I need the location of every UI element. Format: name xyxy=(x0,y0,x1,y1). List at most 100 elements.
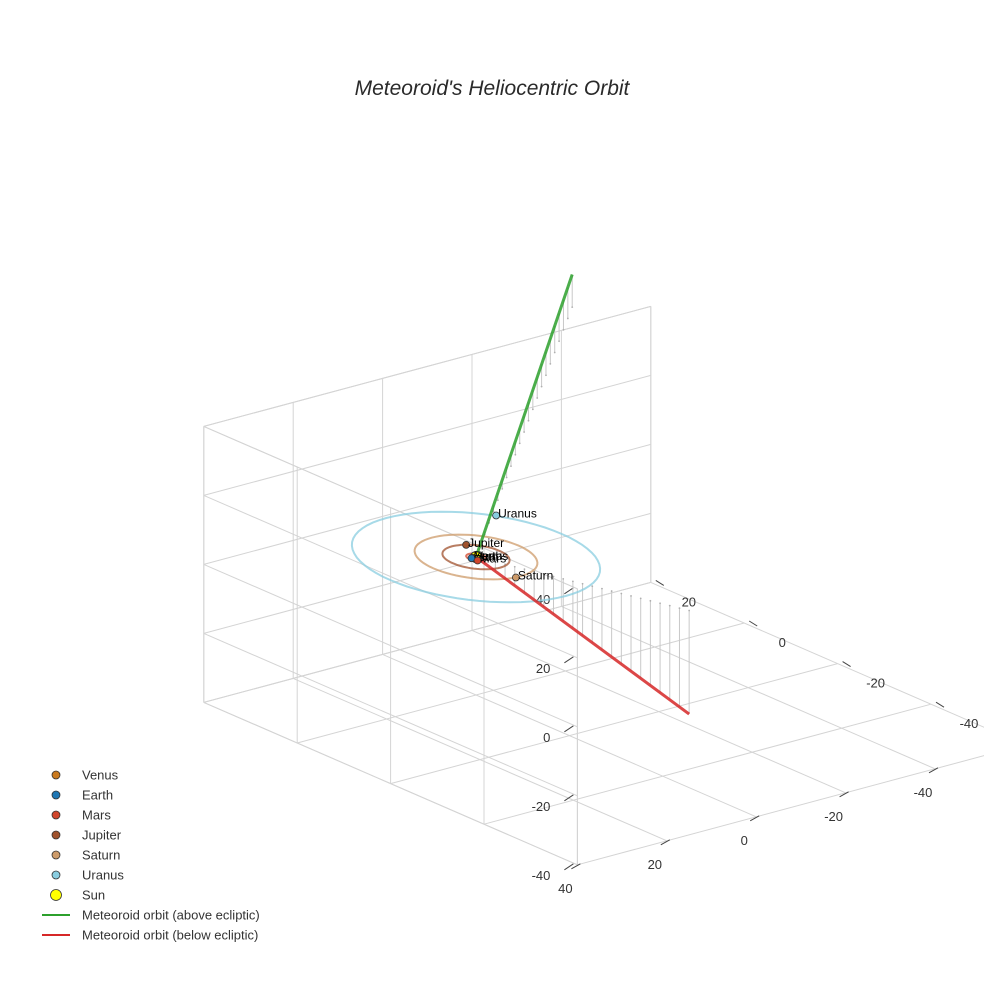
projection-dot xyxy=(678,607,681,610)
tick-mark xyxy=(564,587,574,595)
legend-marker-swatch xyxy=(51,850,61,860)
tick-mark xyxy=(839,791,849,798)
orbit-saturn xyxy=(413,533,539,581)
legend-label: Sun xyxy=(82,888,105,903)
tick-mark xyxy=(748,620,758,627)
projection-dot xyxy=(591,585,594,588)
legend-item: Uranus xyxy=(51,868,124,883)
projection-dot xyxy=(501,487,504,490)
grid-edge xyxy=(203,305,651,427)
legend-item: Meteoroid orbit (above ecliptic) xyxy=(42,908,260,923)
projection-dot xyxy=(523,568,526,571)
projection-dot xyxy=(571,306,574,308)
grid-line xyxy=(297,622,745,744)
legend-item: Earth xyxy=(51,788,113,803)
tick-label: 20 xyxy=(648,857,662,872)
orbit-jupiter xyxy=(441,543,511,571)
projection-dot xyxy=(553,351,556,354)
projection-dot xyxy=(505,476,508,479)
projection-dot xyxy=(531,408,534,411)
tick-mark xyxy=(564,725,574,733)
legend-label: Venus xyxy=(82,768,119,783)
grid-line xyxy=(203,701,578,866)
tick-mark xyxy=(660,839,671,846)
projection-dot xyxy=(542,573,545,575)
tick-label: 20 xyxy=(536,661,550,676)
projection-dot xyxy=(518,442,521,445)
legend-item: Sun xyxy=(50,888,105,903)
projection-dot xyxy=(566,317,569,320)
legend: Venus Earth Mars Jupiter Saturn Uranus Sun Mete… xyxy=(42,768,260,943)
meteoroid-series xyxy=(474,273,691,716)
planet-label-venus: Venus xyxy=(475,549,508,563)
tick-mark xyxy=(564,656,574,664)
tick-mark xyxy=(655,579,665,586)
projection-dot xyxy=(562,578,565,580)
grid-line xyxy=(483,703,932,825)
planet-marker-saturn xyxy=(511,573,520,582)
planet-marker-jupiter xyxy=(462,540,471,549)
legend-label: Mars xyxy=(82,808,111,823)
grid-line xyxy=(203,581,651,703)
projection-dot xyxy=(649,599,652,602)
grid-line xyxy=(203,494,578,659)
legend-marker-swatch xyxy=(50,889,62,901)
series-line-above xyxy=(474,273,574,558)
legend-item: Mars xyxy=(51,808,111,823)
tick-label: -20 xyxy=(532,799,551,814)
projection-dot xyxy=(536,397,539,399)
grid-line xyxy=(203,563,578,728)
legend-marker-swatch xyxy=(51,810,61,820)
tick-label: 0 xyxy=(741,833,748,848)
grid-line xyxy=(203,443,651,565)
sun-label: Sun xyxy=(477,550,498,564)
legend-item: Saturn xyxy=(51,848,120,863)
legend-item: Venus xyxy=(51,768,119,783)
projection-dot xyxy=(581,582,584,585)
projection-dot xyxy=(523,431,526,433)
tick-mark xyxy=(842,661,851,668)
planet-label-uranus: Uranus xyxy=(498,506,537,520)
legend-label: Uranus xyxy=(82,868,124,883)
projection-dot xyxy=(540,385,543,388)
orbit-uranus xyxy=(350,510,602,604)
chart-title: Meteoroid's Heliocentric Orbit xyxy=(355,77,631,100)
tick-mark xyxy=(564,794,574,802)
projection-dot xyxy=(552,575,555,578)
projection-dot xyxy=(610,590,613,592)
projection-dot xyxy=(620,592,623,595)
legend-label: Meteoroid orbit (above ecliptic) xyxy=(82,908,260,923)
tick-mark xyxy=(749,815,760,822)
projection-dot xyxy=(562,328,565,331)
tick-mark xyxy=(935,701,945,708)
grid-line xyxy=(203,632,578,797)
tick-mark xyxy=(571,863,581,870)
planet-marker-mars xyxy=(473,556,482,565)
grid-line xyxy=(203,512,651,634)
projection-dot xyxy=(558,340,560,343)
tick-label: -20 xyxy=(866,676,885,691)
projection-dot xyxy=(688,609,691,612)
projection-dot xyxy=(601,587,603,590)
legend-marker-swatch xyxy=(51,830,61,840)
tick-label: 20 xyxy=(682,594,696,609)
legend-label: Earth xyxy=(82,788,113,803)
tick-label: -40 xyxy=(914,785,933,800)
legend-marker-swatch xyxy=(51,770,61,780)
projection-dot xyxy=(571,580,574,583)
legend-label: Jupiter xyxy=(82,828,122,843)
tick-mark xyxy=(564,863,574,871)
projection-dot xyxy=(496,499,499,502)
tick-label: -40 xyxy=(532,868,551,883)
projection-dot xyxy=(668,604,671,607)
projection-dot xyxy=(513,565,516,568)
grid-edge xyxy=(203,425,578,590)
projection-dot xyxy=(514,453,517,456)
projection-dot xyxy=(545,374,547,377)
grid-line xyxy=(650,581,984,728)
grid-line xyxy=(203,374,651,496)
series-line-below xyxy=(475,555,691,716)
tick-label: -40 xyxy=(960,716,979,731)
legend-marker-swatch xyxy=(51,790,61,800)
